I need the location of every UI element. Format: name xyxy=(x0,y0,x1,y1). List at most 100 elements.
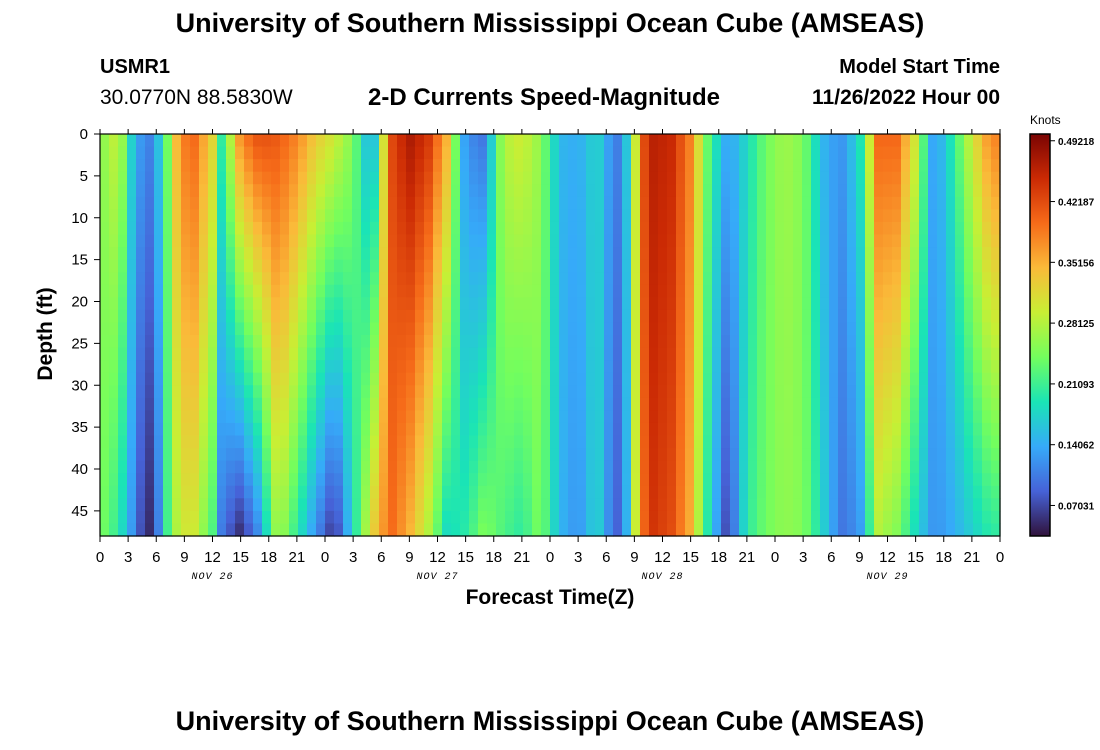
heatmap-cell xyxy=(514,448,524,462)
heatmap-cell xyxy=(928,360,938,374)
heatmap-cell xyxy=(496,272,506,286)
heatmap-cell xyxy=(685,473,695,487)
heatmap-cell xyxy=(271,184,281,198)
heatmap-cell xyxy=(352,410,362,424)
heatmap-cell xyxy=(820,159,830,173)
heatmap-cell xyxy=(280,309,290,324)
heatmap-cell xyxy=(532,498,542,512)
heatmap-cell xyxy=(316,335,326,349)
heatmap-cell xyxy=(163,247,173,261)
heatmap-cell xyxy=(154,234,164,248)
heatmap-cell xyxy=(262,234,272,248)
heatmap-cell xyxy=(361,448,371,462)
heatmap-cell xyxy=(766,510,776,525)
heatmap-cell xyxy=(271,347,281,361)
heatmap-cell xyxy=(856,523,866,537)
heatmap-cell xyxy=(370,347,380,361)
heatmap-cell xyxy=(415,184,425,198)
heatmap-cell xyxy=(973,335,983,349)
heatmap-cell xyxy=(874,385,884,399)
heatmap-cell xyxy=(550,410,560,424)
heatmap-cell xyxy=(217,523,227,537)
heatmap-cell xyxy=(208,385,218,399)
heatmap-cell xyxy=(442,360,452,374)
heatmap-cell xyxy=(784,372,794,386)
heatmap-cell xyxy=(640,297,650,311)
heatmap-cell xyxy=(163,209,173,223)
heatmap-cell xyxy=(856,448,866,462)
heatmap-cell xyxy=(190,460,200,474)
heatmap-cell xyxy=(280,372,290,386)
heatmap-cell xyxy=(838,360,848,374)
heatmap-cell xyxy=(847,309,857,324)
heatmap-cell xyxy=(523,460,533,474)
heatmap-cell xyxy=(451,184,461,198)
heatmap-cell xyxy=(442,473,452,487)
heatmap-cell xyxy=(748,397,758,411)
heatmap-cell xyxy=(280,510,290,525)
heatmap-cell xyxy=(235,448,245,462)
heatmap-cell xyxy=(847,397,857,411)
heatmap-cell xyxy=(703,134,713,148)
heatmap-cell xyxy=(757,322,767,336)
heatmap-cell xyxy=(604,448,614,462)
heatmap-cell xyxy=(460,410,470,424)
heatmap-cell xyxy=(280,247,290,261)
heatmap-cell xyxy=(838,510,848,525)
heatmap-cell xyxy=(127,247,137,261)
heatmap-cell xyxy=(532,272,542,286)
heatmap-cell xyxy=(298,523,308,537)
heatmap-cell xyxy=(181,335,191,349)
heatmap-cell xyxy=(793,309,803,324)
heatmap-cell xyxy=(442,485,452,499)
heatmap-cell xyxy=(109,159,119,173)
x-tick-label: 12 xyxy=(204,549,221,566)
heatmap-cell xyxy=(649,234,659,248)
heatmap-cell xyxy=(676,347,686,361)
heatmap-cell xyxy=(550,272,560,286)
heatmap-cell xyxy=(289,435,299,449)
heatmap-cell xyxy=(658,448,668,462)
heatmap-cell xyxy=(361,309,371,324)
heatmap-cell xyxy=(523,360,533,374)
heatmap-cell xyxy=(352,510,362,525)
heatmap-cell xyxy=(748,385,758,399)
heatmap-cell xyxy=(163,322,173,336)
heatmap-cell xyxy=(658,196,668,210)
heatmap-cell xyxy=(298,347,308,361)
heatmap-cell xyxy=(919,473,929,487)
heatmap-cell xyxy=(424,410,434,424)
heatmap-cell xyxy=(352,473,362,487)
heatmap-cell xyxy=(550,335,560,349)
heatmap-cell xyxy=(514,184,524,198)
heatmap-cell xyxy=(505,146,515,160)
heatmap-cell xyxy=(721,309,731,324)
heatmap-cell xyxy=(820,335,830,349)
heatmap-cell xyxy=(532,523,542,537)
colorbar-tick-label: 0.42187 xyxy=(1058,198,1095,209)
heatmap-cell xyxy=(622,209,632,223)
heatmap-cell xyxy=(442,309,452,324)
heatmap-cell xyxy=(469,134,479,148)
heatmap-cell xyxy=(919,485,929,499)
heatmap-cell xyxy=(541,209,551,223)
heatmap-cell xyxy=(910,171,920,185)
heatmap-cell xyxy=(937,422,947,437)
heatmap-cell xyxy=(793,259,803,273)
heatmap-cell xyxy=(244,335,254,349)
heatmap-cell xyxy=(496,335,506,349)
heatmap-cell xyxy=(712,360,722,374)
heatmap-cell xyxy=(262,347,272,361)
heatmap-cell xyxy=(217,510,227,525)
heatmap-cell xyxy=(775,498,785,512)
heatmap-cell xyxy=(217,171,227,185)
heatmap-cell xyxy=(739,171,749,185)
heatmap-cell xyxy=(181,297,191,311)
heatmap-cell xyxy=(748,259,758,273)
heatmap-cell xyxy=(874,335,884,349)
heatmap-cell xyxy=(730,196,740,210)
heatmap-cell xyxy=(721,510,731,525)
heatmap-cell xyxy=(253,196,263,210)
heatmap-cell xyxy=(388,372,398,386)
